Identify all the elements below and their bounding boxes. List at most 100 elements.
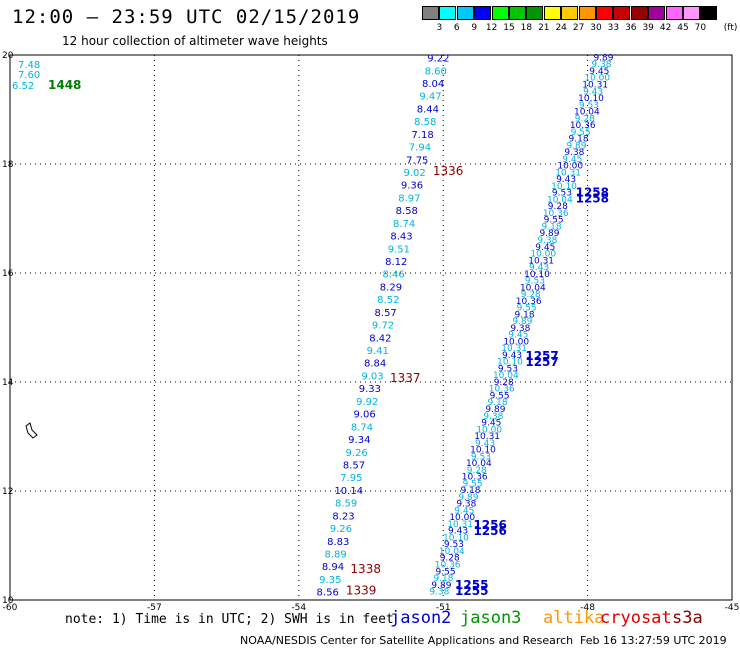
legend-swatch <box>439 6 457 20</box>
swh-value: 10.10 <box>497 358 523 368</box>
legend-swatch <box>509 6 526 20</box>
swh-value: 9.45 <box>535 243 555 253</box>
swh-value: 10.36 <box>489 385 515 395</box>
swh-value: 8.23 <box>332 511 354 522</box>
swh-value: 9.43 <box>475 439 495 449</box>
swh-value: 9.38 <box>456 500 476 510</box>
swh-value: 10.31 <box>474 432 500 442</box>
island-outline <box>25 422 38 439</box>
lat-tick-label: 18 <box>2 160 14 170</box>
swh-value: 9.38 <box>537 236 557 246</box>
swh-value: 9.28 <box>494 378 514 388</box>
swh-value: 9.35 <box>319 575 341 586</box>
swh-value: 8.94 <box>322 562 344 573</box>
swh-value: 9.55 <box>544 216 564 226</box>
legend-swatch <box>683 6 700 20</box>
swh-value: 9.55 <box>571 128 591 138</box>
legend-swatch <box>526 6 544 20</box>
swh-value: 10.04 <box>439 547 465 557</box>
swh-value: 9.89 <box>431 581 451 591</box>
lon-tick-label: -51 <box>436 603 451 613</box>
swh-value: 9.18 <box>569 135 589 145</box>
swh-value: 9.18 <box>488 398 508 408</box>
swh-value: 7.75 <box>406 155 428 166</box>
lon-tick-label: -54 <box>291 603 306 613</box>
swh-value: 8.42 <box>369 333 391 344</box>
footnote: note: 1) Time is in UTC; 2) SWH is in fe… <box>65 612 394 627</box>
pass-time-label: 1337 <box>390 371 421 385</box>
lon-tick-label: -48 <box>580 603 595 613</box>
swh-value: 9.89 <box>539 229 559 239</box>
swh-value: 9.45 <box>562 155 582 165</box>
swh-value: 9.89 <box>512 317 532 327</box>
swh-value: 8.43 <box>390 232 412 243</box>
swh-value: 9.28 <box>521 290 541 300</box>
map-subtitle: 12 hour collection of altimeter wave hei… <box>62 34 328 48</box>
legend-tick-label: 42 <box>659 23 672 33</box>
swh-value: 8.52 <box>377 295 399 306</box>
swh-value: 9.38 <box>510 324 530 334</box>
swh-value: 10.10 <box>470 446 496 456</box>
swh-value: 10.31 <box>555 168 581 178</box>
swh-value: 8.84 <box>364 359 386 370</box>
swh-value: 9.89 <box>593 53 613 63</box>
swh-value: 10.36 <box>462 473 488 483</box>
swh-value: 9.22 <box>427 54 449 65</box>
swh-value: 9.28 <box>575 114 595 124</box>
swh-value: 10.00 <box>530 250 556 260</box>
map-frame <box>9 54 733 601</box>
swh-value: 10.00 <box>476 425 502 435</box>
swh-value: 9.28 <box>467 466 487 476</box>
swh-value: 9.92 <box>356 397 378 408</box>
swh-value: 10.10 <box>551 182 577 192</box>
lat-tick-label: 14 <box>2 378 14 388</box>
swh-value: 9.53 <box>444 540 464 550</box>
swh-value: 8.89 <box>324 549 346 560</box>
swh-value: 7.94 <box>409 143 431 154</box>
pass-time-label: 1256 <box>473 518 506 532</box>
legend-tick-label: 30 <box>590 23 602 33</box>
pass-time-label: 1257 <box>525 355 558 369</box>
legend-swatch <box>474 6 492 20</box>
swh-value: 8.46 <box>382 270 404 281</box>
swh-value: 9.47 <box>419 92 441 103</box>
swh-value: 9.18 <box>460 486 480 496</box>
legend-swatch <box>665 6 683 20</box>
swh-value: 9.34 <box>348 435 370 446</box>
legend-swatch <box>596 6 613 20</box>
swh-value: 8.56 <box>317 588 339 599</box>
swh-value: 9.38 <box>564 148 584 158</box>
swh-value: 9.45 <box>589 67 609 77</box>
swh-value: 8.83 <box>327 537 349 548</box>
legend-tick-label: 39 <box>642 23 654 33</box>
legend-tick-label: 18 <box>520 23 533 33</box>
legend-tick-label: 33 <box>607 23 620 33</box>
swh-value: 9.53 <box>525 277 545 287</box>
swh-value: 10.36 <box>516 297 542 307</box>
swh-value: 10.00 <box>584 74 610 84</box>
swh-value: 9.02 <box>404 168 426 179</box>
swh-value: 10.04 <box>547 195 573 205</box>
swh-value: 9.55 <box>436 567 456 577</box>
legend-tick-label: 24 <box>555 23 567 33</box>
swh-value: 9.26 <box>330 524 352 535</box>
swh-value: 9.72 <box>372 321 394 332</box>
legend-swatch <box>578 6 596 20</box>
pass-time-label: 1256 <box>473 524 506 538</box>
swh-value: 9.26 <box>346 448 368 459</box>
swh-value: 10.10 <box>524 270 550 280</box>
swh-value: 10.10 <box>578 94 604 104</box>
swh-value: 9.53 <box>552 189 572 199</box>
pass-time-label: 1258 <box>576 192 609 206</box>
swh-value: 9.53 <box>579 101 599 111</box>
swh-value: 9.33 <box>359 384 381 395</box>
swh-value: 7.95 <box>340 473 362 484</box>
swh-value: 8.59 <box>335 499 357 510</box>
swh-value: 10.00 <box>503 337 529 347</box>
swh-value: 10.04 <box>520 283 546 293</box>
swh-value: 10.31 <box>582 80 608 90</box>
swh-value: 9.45 <box>454 506 474 516</box>
swh-value: 9.28 <box>440 554 460 564</box>
pass-time-label: 1339 <box>346 584 377 598</box>
